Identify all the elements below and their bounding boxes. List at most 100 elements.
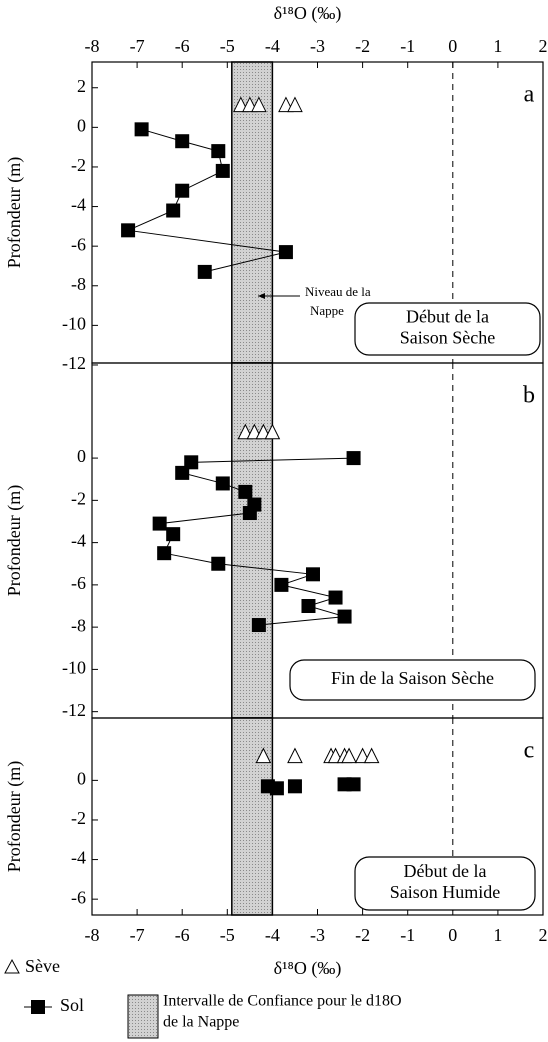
annotation-text: Fin de la Saison Sèche [331,668,494,688]
x-tick-label: -8 [85,925,100,945]
x-tick-label: -3 [310,36,325,56]
x-tick-label: -6 [175,925,190,945]
x-axis-label: δ¹⁸O (‰) [274,3,342,24]
annotation-box [289,659,536,701]
x-tick-label: -2 [355,36,370,56]
sol-point [337,609,352,624]
seve-point [363,747,380,764]
annotation-text: Début de la [404,861,487,881]
seve-point [264,423,281,440]
sol-point [134,122,149,137]
sol-point [251,618,266,633]
panel-label: b [523,383,535,409]
sol-point [238,484,253,499]
sol-point [215,163,230,178]
annotation-box [354,856,536,911]
y-tick-label: 0 [77,768,86,788]
y-tick-label: 0 [77,446,86,466]
x-tick-label: -7 [130,36,145,56]
legend-label: de la Nappe [163,1014,239,1031]
sol-point [166,527,181,542]
y-tick-label: -4 [71,195,86,215]
x-tick-label: -8 [85,36,100,56]
annotation-text: Début de la [406,307,489,327]
y-tick-label: -6 [71,887,86,907]
panel-label: c [524,738,535,764]
note-text: Nappe [310,303,344,318]
sol-point [121,223,136,238]
panel-label: a [524,82,535,108]
y-axis-label: Profondeur (m) [4,157,25,268]
sol-point [269,781,284,796]
x-tick-label: 0 [448,36,457,56]
seve-point [341,747,357,764]
sol-point [346,777,361,792]
legend-square [31,1000,45,1014]
x-tick-label: -3 [310,925,325,945]
x-tick-label: 2 [539,36,548,56]
sol-point [197,264,212,279]
x-axis-label: δ¹⁸O (‰) [274,958,342,979]
x-tick-label: -7 [130,925,145,945]
annotation-box [354,302,541,356]
legend-label: Sève [25,956,60,976]
x-tick-label: 1 [493,36,502,56]
y-tick-label: -4 [71,531,86,551]
sol-point [274,577,289,592]
sol-point [346,451,361,466]
y-axis-label: Profondeur (m) [4,761,25,872]
y-tick-label: 2 [77,76,86,96]
note-text: Niveau de la [305,284,371,299]
y-tick-label: -4 [71,848,86,868]
x-tick-label: 2 [539,925,548,945]
sol-point [242,506,257,521]
sol-point [287,779,302,794]
y-tick-label: -10 [62,658,86,678]
annotation-text: Saison Sèche [400,328,495,348]
x-tick-label: 0 [448,925,457,945]
y-tick-label: -2 [71,488,86,508]
x-tick-label: -1 [400,925,415,945]
y-tick-label: -10 [62,314,86,334]
y-tick-label: -8 [71,615,86,635]
sol-point [175,134,190,149]
legend-triangle [4,958,20,974]
confidence-band [231,362,274,719]
x-tick-label: -5 [220,36,235,56]
seve-point [287,96,303,113]
confidence-band [231,717,274,916]
legend-label: Sol [60,995,84,1015]
sol-point [301,599,316,614]
sol-point [157,546,172,561]
x-tick-label: -1 [400,36,415,56]
seve-point [251,96,267,113]
sol-point [278,245,293,260]
sol-point [328,590,343,605]
y-tick-label: -8 [71,274,86,294]
sol-point [175,465,190,480]
y-tick-label: 0 [77,115,86,135]
x-tick-label: 1 [493,925,502,945]
sol-point [211,144,226,159]
sol-point [305,567,320,582]
y-tick-label: -2 [71,808,86,828]
sol-point [184,455,199,470]
y-tick-label: -6 [71,573,86,593]
x-tick-label: -5 [220,925,235,945]
x-tick-label: -6 [175,36,190,56]
x-tick-label: -2 [355,925,370,945]
seve-point [287,747,303,764]
x-tick-label: -4 [265,925,280,945]
sol-point [175,183,190,198]
sol-point [166,203,181,218]
sol-point [152,516,167,531]
y-tick-label: -12 [62,353,86,373]
legend-band [127,994,159,1039]
y-axis-label: Profondeur (m) [4,485,25,596]
legend-label: Intervalle de Confiance pour le d18O [163,993,402,1010]
y-tick-label: -12 [62,700,86,720]
y-tick-label: -6 [71,234,86,254]
sol-point [215,476,230,491]
confidence-band [231,61,274,364]
